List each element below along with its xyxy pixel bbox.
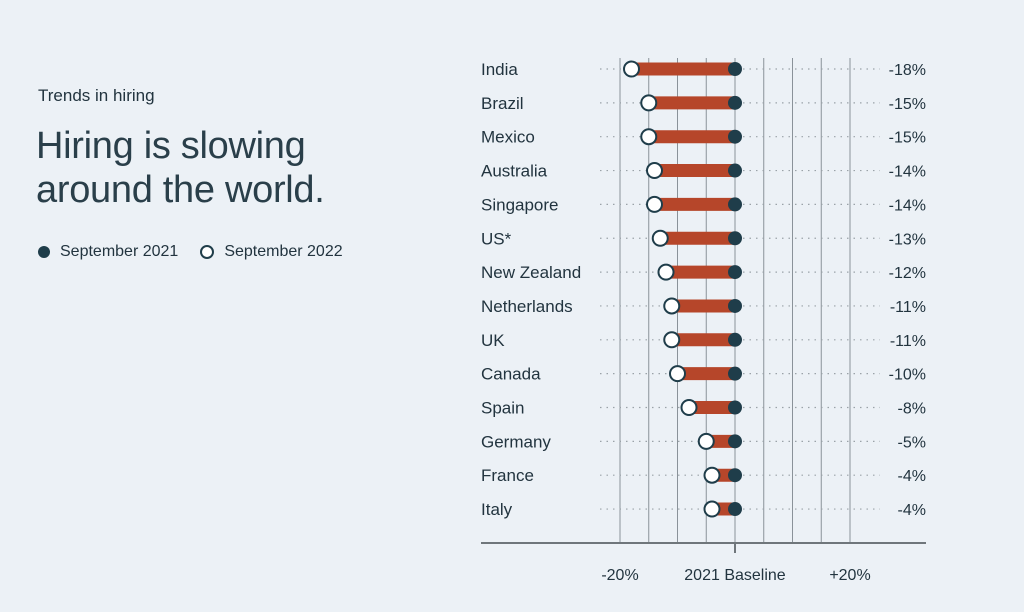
category-label: US* [481, 229, 512, 248]
chart-subtitle: Trends in hiring [38, 86, 155, 105]
dot-2022 [663, 297, 681, 315]
dot-2022 [663, 331, 681, 349]
dot-2021 [728, 366, 742, 381]
category-label: Singapore [481, 195, 559, 214]
value-label: -15% [889, 130, 926, 147]
open-circle-icon [200, 245, 215, 259]
dot-2021 [728, 163, 742, 178]
category-label: Netherlands [481, 297, 573, 316]
dot-2021 [728, 332, 742, 347]
category-label: Italy [481, 500, 513, 519]
filled-circle-icon [38, 246, 50, 258]
value-label: -8% [898, 401, 926, 418]
dot-2022 [669, 365, 686, 383]
dot-2021 [728, 95, 742, 110]
dot-2022 [623, 60, 640, 78]
value-label: -4% [898, 468, 926, 485]
dot-2021 [728, 62, 742, 76]
category-label: Canada [481, 365, 541, 384]
category-label: Brazil [481, 94, 524, 113]
legend-label-2021: September 2021 [60, 243, 179, 260]
dot-2022 [680, 399, 698, 416]
category-label: UK [481, 331, 505, 350]
dot-2021 [728, 434, 742, 449]
value-label: -15% [889, 96, 926, 113]
dot-2022 [640, 94, 658, 112]
dot-2022 [657, 263, 675, 281]
value-label: -18% [889, 62, 926, 79]
value-label: -4% [898, 502, 926, 519]
dot-2021 [728, 400, 742, 415]
value-label: -5% [898, 434, 926, 451]
legend-label-2022: September 2022 [224, 243, 343, 260]
dot-2022 [703, 500, 721, 518]
dot-2022 [646, 195, 663, 213]
dot-2022 [651, 229, 669, 247]
dot-2022 [646, 162, 663, 180]
chart-title: Hiring is slowing around the world. [36, 125, 325, 211]
dot-2022 [697, 432, 715, 450]
category-label: India [481, 60, 518, 79]
value-label: -11% [890, 299, 926, 316]
value-label: -12% [889, 265, 926, 282]
legend: September 2021 September 2022 [38, 243, 365, 261]
dot-2021 [728, 502, 742, 517]
dot-2021 [728, 265, 742, 280]
value-label: -13% [889, 231, 926, 248]
x-tick-label: +20% [829, 567, 870, 584]
category-label: New Zealand [481, 263, 581, 282]
value-label: -10% [889, 367, 926, 384]
value-label: -11% [890, 333, 926, 350]
category-label: France [481, 466, 534, 485]
dot-2021 [728, 129, 742, 144]
category-label: Mexico [481, 128, 535, 147]
legend-item-2022: September 2022 [200, 243, 343, 261]
dot-2021 [728, 197, 742, 212]
x-tick-label: -20% [601, 567, 638, 584]
legend-item-2021: September 2021 [38, 243, 178, 261]
dot-2022 [703, 466, 721, 484]
dot-2021 [728, 298, 742, 313]
dot-2022 [640, 128, 658, 146]
value-label: -14% [889, 164, 926, 181]
value-label: -14% [889, 197, 926, 214]
dot-2021 [728, 468, 742, 483]
category-label: Spain [481, 399, 524, 418]
dot-2021 [728, 231, 742, 246]
category-label: Australia [481, 162, 548, 181]
x-tick-label: 2021 Baseline [684, 567, 786, 584]
category-label: Germany [481, 432, 551, 451]
